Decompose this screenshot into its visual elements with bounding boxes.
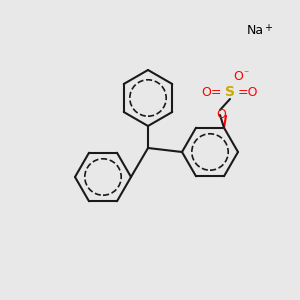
Text: O: O — [233, 70, 243, 83]
Text: ⁻: ⁻ — [243, 69, 249, 79]
Text: O: O — [216, 107, 226, 121]
Text: O=: O= — [202, 85, 222, 98]
Text: Na: Na — [246, 23, 264, 37]
Text: +: + — [264, 23, 272, 33]
Text: S: S — [225, 85, 235, 99]
Text: =O: =O — [238, 85, 258, 98]
